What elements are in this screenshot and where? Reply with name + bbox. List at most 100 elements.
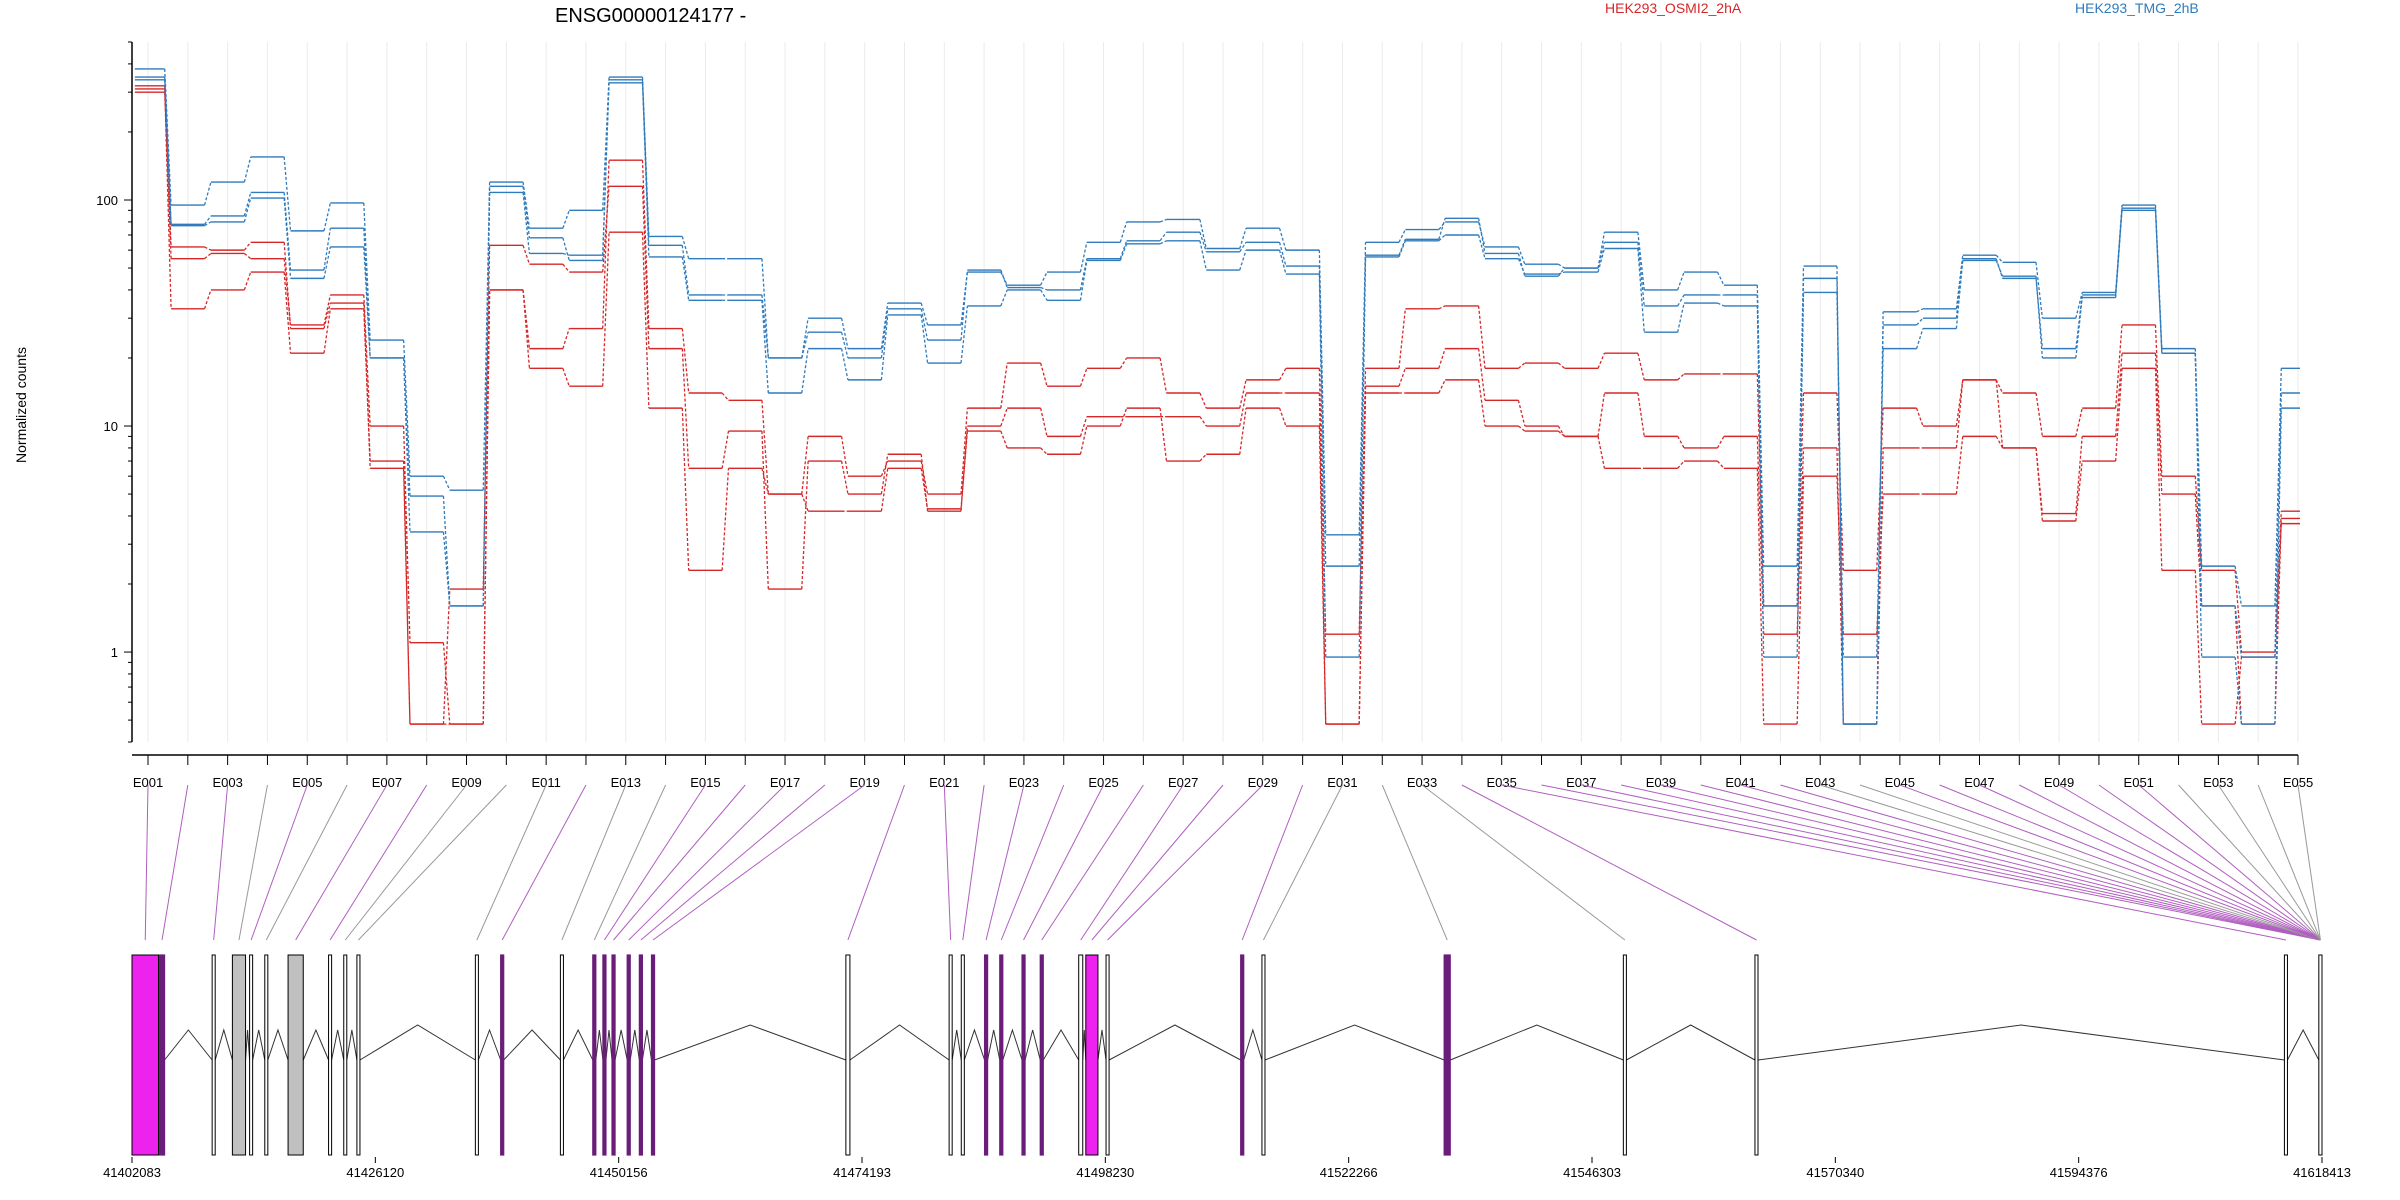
data-connector — [681, 256, 690, 301]
data-connector — [164, 79, 172, 226]
exon-box — [1078, 954, 1084, 1156]
gene-tick-label: 41474193 — [833, 1165, 891, 1180]
exon-link — [501, 784, 587, 941]
data-connector — [2114, 368, 2123, 462]
intron — [595, 1029, 604, 1061]
x-tick-label: E019 — [849, 775, 879, 790]
exon-link — [344, 784, 467, 941]
data-connector — [1239, 392, 1247, 427]
data-connector — [2234, 657, 2243, 725]
data-connector — [283, 156, 292, 231]
data-connector — [1398, 368, 1406, 387]
data-connector — [204, 252, 212, 260]
x-ticks: E001 E003 E005 E007 E009 E011 E013 E015 E017 E019… — [133, 755, 2313, 790]
data-connector — [721, 468, 730, 571]
exon-box — [158, 954, 166, 1156]
exon-box — [592, 954, 597, 1156]
exon-link — [962, 784, 985, 941]
data-connector — [602, 232, 610, 387]
data-connector — [1358, 392, 1367, 725]
data-connector — [681, 328, 690, 394]
intron — [331, 1029, 345, 1061]
data-connector — [1557, 430, 1566, 437]
exon-box — [2318, 954, 2323, 1156]
data-connector — [2274, 518, 2282, 725]
data-connector — [1756, 436, 1765, 635]
exon-link — [847, 784, 905, 941]
exon-link — [2178, 784, 2321, 941]
series-tmg-3 — [134, 68, 2300, 725]
intron — [214, 1028, 233, 1061]
data-connector — [1955, 260, 1964, 329]
exon-link — [213, 784, 229, 941]
intron — [503, 1029, 561, 1061]
data-connector — [1836, 278, 1844, 725]
exon-link — [985, 784, 1025, 941]
data-connector — [641, 82, 650, 257]
data-connector — [1597, 242, 1606, 269]
data-connector — [482, 289, 491, 725]
data-connector — [641, 186, 650, 349]
data-connector — [1637, 242, 1645, 306]
data-connector — [1239, 408, 1247, 455]
intron — [1450, 1024, 1624, 1061]
data-connector — [323, 246, 331, 279]
data-connector — [363, 202, 371, 341]
intron — [164, 1029, 213, 1061]
data-connector — [1518, 362, 1526, 369]
data-connector — [1438, 234, 1446, 242]
exon-link — [250, 784, 308, 941]
exon-link — [1780, 784, 2321, 941]
data-connector — [761, 294, 769, 359]
exon-link — [2217, 784, 2321, 941]
exon-link — [613, 784, 746, 941]
data-connector — [323, 228, 331, 271]
data-connector — [522, 289, 531, 349]
exon-link — [1700, 784, 2321, 941]
intron — [1243, 1028, 1263, 1061]
data-connector — [602, 82, 610, 256]
data-connector — [323, 302, 331, 329]
exon-link — [2138, 784, 2321, 941]
data-connector — [1239, 228, 1247, 249]
y-ticks: 1 10 100 — [96, 41, 132, 743]
data-connector — [402, 461, 411, 725]
data-connector — [602, 186, 610, 273]
data-connector — [1518, 425, 1526, 432]
x-tick-label: E035 — [1487, 775, 1517, 790]
exon-link — [1263, 784, 1343, 941]
data-connector — [1278, 249, 1287, 275]
data-connector — [681, 245, 690, 296]
data-connector — [1040, 362, 1048, 387]
data-connector — [1398, 239, 1406, 256]
data-connector — [363, 294, 371, 427]
data-connector — [1597, 392, 1606, 437]
data-connector — [1278, 407, 1287, 427]
exon-link — [1381, 784, 1448, 941]
intron — [267, 1028, 289, 1061]
axes — [131, 42, 2298, 756]
data-connector — [1119, 357, 1128, 369]
x-tick-label: E007 — [372, 775, 402, 790]
data-connector — [721, 392, 729, 401]
data-connector — [522, 186, 531, 238]
exon-link — [1581, 784, 2321, 941]
data-connector — [920, 454, 929, 512]
data-connector — [243, 271, 252, 291]
data-connector — [1477, 348, 1486, 401]
exon-box — [626, 954, 631, 1156]
intron — [477, 1028, 502, 1061]
exon-link — [1541, 784, 2321, 941]
data-connector — [204, 221, 212, 227]
exon-link — [476, 784, 547, 941]
exon-link — [1820, 784, 2321, 941]
data-connector — [1796, 292, 1805, 658]
intron — [359, 1024, 476, 1061]
data-connector — [880, 302, 889, 349]
exon-link — [593, 784, 667, 941]
exon-box — [249, 954, 254, 1156]
data-connector — [1159, 231, 1167, 242]
x-tick-label: E013 — [611, 775, 641, 790]
data-connector — [323, 308, 331, 354]
